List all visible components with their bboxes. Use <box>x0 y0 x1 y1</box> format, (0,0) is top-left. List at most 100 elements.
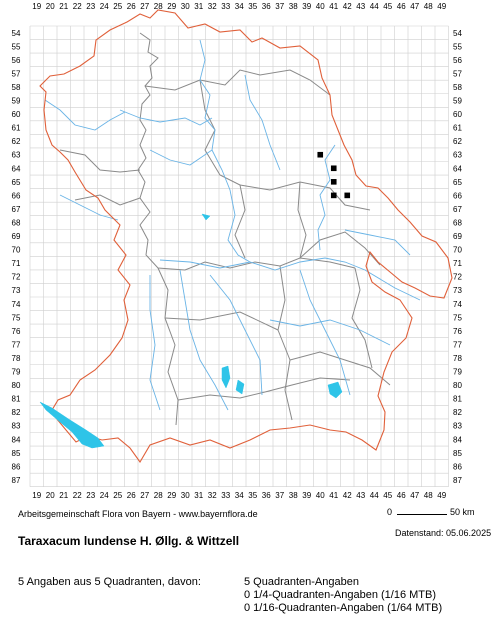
y-axis-label: 62 <box>453 137 462 146</box>
top-axis-labels: 19 20 21 22 23 24 25 26 27 28 29 30 31 32 33 34 35 36 37 38… <box>32 2 446 11</box>
y-axis-label: 65 <box>12 178 21 187</box>
y-axis-label: 62 <box>12 137 21 146</box>
y-axis-label: 67 <box>453 205 462 214</box>
x-axis-label: 41 <box>329 491 338 500</box>
x-axis-label: 40 <box>316 491 325 500</box>
y-axis-label: 59 <box>12 97 21 106</box>
x-axis-label: 42 <box>343 491 352 500</box>
x-axis-label: 24 <box>100 491 109 500</box>
y-axis-label: 87 <box>453 476 462 485</box>
occurrence-marker <box>317 151 324 158</box>
y-axis-label: 82 <box>12 408 21 417</box>
x-axis-label: 43 <box>356 2 365 11</box>
y-axis-label: 64 <box>453 164 462 173</box>
occurrence-marker <box>330 192 337 199</box>
x-axis-label: 29 <box>167 491 176 500</box>
occurrence-markers <box>317 151 351 199</box>
y-axis-label: 56 <box>453 56 462 65</box>
y-axis-label: 64 <box>12 164 21 173</box>
x-axis-label: 30 <box>181 2 190 11</box>
x-axis-label: 45 <box>383 2 392 11</box>
x-axis-label: 21 <box>59 491 68 500</box>
x-axis-label: 29 <box>167 2 176 11</box>
y-axis-label: 57 <box>453 69 462 78</box>
y-axis-label: 71 <box>12 259 21 268</box>
y-axis-label: 66 <box>12 191 21 200</box>
x-axis-label: 46 <box>397 2 406 11</box>
x-axis-label: 42 <box>343 2 352 11</box>
map-grid <box>29 25 449 488</box>
y-axis-label: 83 <box>12 422 21 431</box>
y-axis-label: 77 <box>12 340 21 349</box>
y-axis-label: 79 <box>453 368 462 377</box>
x-axis-label: 23 <box>86 491 95 500</box>
x-axis-label: 19 <box>32 2 41 11</box>
x-axis-label: 37 <box>275 2 284 11</box>
x-axis-label: 28 <box>154 491 163 500</box>
y-axis-label: 78 <box>453 354 462 363</box>
distribution-map: 19 20 21 22 23 24 25 26 27 28 29 30 31 32 33 34 35 36 37 38… <box>12 2 463 500</box>
scale-zero-label: 0 <box>387 507 393 517</box>
x-axis-label: 22 <box>73 2 82 11</box>
scale-distance-label: 50 km <box>450 507 475 517</box>
y-axis-label: 76 <box>12 327 21 336</box>
y-axis-label: 80 <box>12 381 21 390</box>
x-axis-label: 20 <box>46 2 55 11</box>
x-axis-label: 49 <box>437 491 446 500</box>
y-axis-label: 72 <box>453 273 462 282</box>
y-axis-label: 63 <box>453 151 462 160</box>
y-axis-label: 55 <box>12 42 21 51</box>
x-axis-label: 26 <box>127 491 136 500</box>
rivers <box>44 39 421 411</box>
record-summary: 5 Angaben aus 5 Quadranten, davon: <box>18 576 201 588</box>
y-axis-label: 59 <box>453 97 462 106</box>
x-axis-label: 36 <box>262 2 271 11</box>
y-axis-label: 85 <box>453 449 462 458</box>
x-axis-label: 48 <box>424 491 433 500</box>
x-axis-label: 47 <box>410 491 419 500</box>
y-axis-label: 68 <box>12 218 21 227</box>
stat-quarter-quadrant: 0 1/4-Quadranten-Angaben (1/16 MTB) <box>244 589 437 601</box>
y-axis-label: 57 <box>12 69 21 78</box>
y-axis-label: 86 <box>12 462 21 471</box>
y-axis-label: 54 <box>12 29 21 38</box>
y-axis-label: 81 <box>12 395 21 404</box>
x-axis-label: 49 <box>437 2 446 11</box>
scale-bar <box>397 514 447 515</box>
y-axis-label: 75 <box>12 313 21 322</box>
y-axis-label: 71 <box>453 259 462 268</box>
x-axis-label: 26 <box>127 2 136 11</box>
bavaria-border <box>39 9 453 464</box>
y-axis-label: 54 <box>453 29 462 38</box>
y-axis-label: 75 <box>453 313 462 322</box>
x-axis-label: 43 <box>356 491 365 500</box>
y-axis-label: 60 <box>453 110 462 119</box>
y-axis-label: 61 <box>12 124 21 133</box>
x-axis-label: 27 <box>140 2 149 11</box>
credit-text: Arbeitsgemeinschaft Flora von Bayern - w… <box>18 509 258 519</box>
x-axis-label: 20 <box>46 491 55 500</box>
data-date: Datenstand: 05.06.2025 <box>395 528 492 538</box>
y-axis-label: 61 <box>453 124 462 133</box>
x-axis-label: 44 <box>370 2 379 11</box>
x-axis-label: 38 <box>289 2 298 11</box>
x-axis-label: 23 <box>86 2 95 11</box>
x-axis-label: 19 <box>32 491 41 500</box>
y-axis-label: 73 <box>453 286 462 295</box>
occurrence-marker <box>344 192 351 199</box>
y-axis-label: 84 <box>12 435 21 444</box>
x-axis-label: 33 <box>221 491 230 500</box>
x-axis-label: 22 <box>73 491 82 500</box>
y-axis-label: 81 <box>453 395 462 404</box>
x-axis-label: 39 <box>302 491 311 500</box>
x-axis-label: 36 <box>262 491 271 500</box>
x-axis-label: 25 <box>113 2 122 11</box>
x-axis-label: 37 <box>275 491 284 500</box>
x-axis-label: 45 <box>383 491 392 500</box>
lakes <box>39 213 343 449</box>
occurrence-marker <box>330 179 337 185</box>
x-axis-label: 31 <box>194 2 203 11</box>
x-axis-label: 24 <box>100 2 109 11</box>
y-axis-label: 70 <box>453 246 462 255</box>
y-axis-label: 69 <box>12 232 21 241</box>
